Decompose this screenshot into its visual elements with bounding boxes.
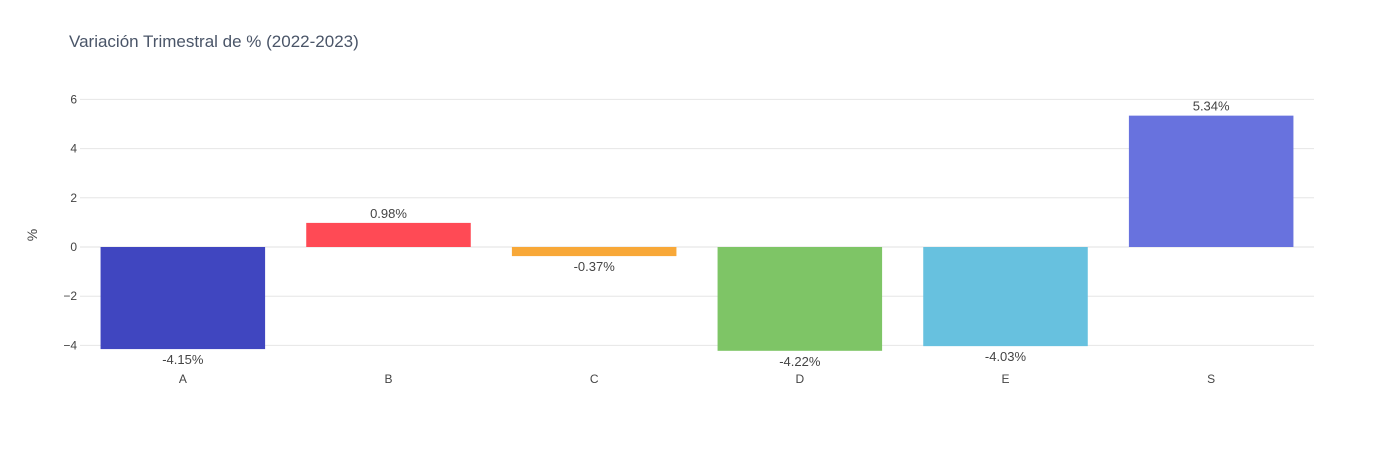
y-tick-label: 4 xyxy=(70,142,77,156)
data-label-c: -0.37% xyxy=(574,259,616,274)
x-tick-label: C xyxy=(590,372,599,386)
gridlines xyxy=(80,98,1314,346)
bar-c[interactable] xyxy=(511,247,677,257)
bar-b[interactable] xyxy=(306,222,471,247)
data-label-a: -4.15% xyxy=(162,352,204,367)
x-tick-label: S xyxy=(1207,372,1215,386)
bar-d[interactable] xyxy=(717,247,883,351)
y-tick-label: 2 xyxy=(70,191,77,205)
bars xyxy=(100,115,1294,351)
y-axis-title: % xyxy=(24,229,40,241)
x-tick-label: B xyxy=(384,372,392,386)
x-tick-label: D xyxy=(795,372,804,386)
bar-e[interactable] xyxy=(923,247,1088,347)
y-tick-label: −2 xyxy=(63,289,77,303)
x-tick-label: E xyxy=(1001,372,1009,386)
x-tick-label: A xyxy=(179,372,187,386)
data-label-b: 0.98% xyxy=(370,206,407,221)
bar-a[interactable] xyxy=(100,247,266,350)
data-label-d: -4.22% xyxy=(779,354,821,369)
y-tick-label: −4 xyxy=(63,338,77,352)
data-labels: -4.15% 0.98% -0.37% -4.22% -4.03% 5.34% xyxy=(162,99,1230,369)
bar-s[interactable] xyxy=(1128,115,1294,247)
y-tick-label: 0 xyxy=(70,240,77,254)
y-axis-ticks: −4 −2 0 2 4 6 xyxy=(63,92,77,352)
data-label-s: 5.34% xyxy=(1193,99,1230,114)
data-label-e: -4.03% xyxy=(985,349,1027,364)
y-tick-label: 6 xyxy=(70,92,77,106)
chart-title: Variación Trimestral de % (2022-2023) xyxy=(69,32,359,51)
